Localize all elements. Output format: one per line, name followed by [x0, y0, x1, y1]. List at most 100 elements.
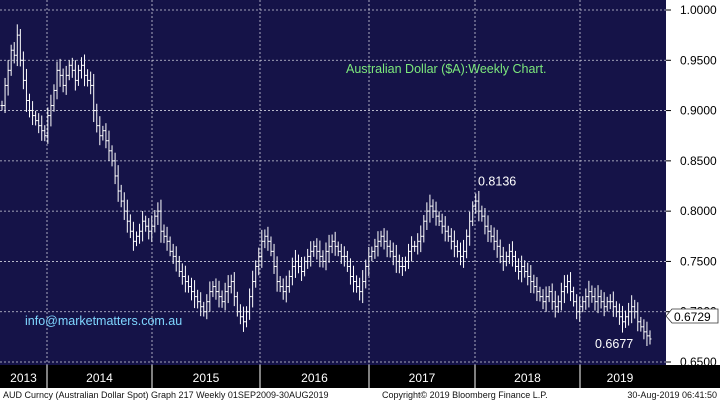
- x-axis-panel: [0, 365, 666, 388]
- ohlc-bar: [324, 242, 328, 271]
- ohlc-bar: [465, 229, 469, 259]
- ohlc-bar: [235, 291, 239, 317]
- y-tick-label: 0.9500: [680, 53, 717, 67]
- ohlc-bar: [614, 301, 618, 318]
- ohlc-bar: [272, 243, 276, 274]
- ohlc-bar: [223, 282, 227, 311]
- ohlc-bar: [523, 260, 527, 278]
- ohlc-bar: [352, 265, 356, 293]
- ohlc-bar: [171, 243, 175, 264]
- ohlc-bar: [238, 304, 242, 325]
- ohlc-bar: [498, 239, 502, 264]
- plot-area: [0, 0, 666, 365]
- ohlc-bar: [486, 215, 490, 243]
- ohlc-bar: [596, 285, 600, 314]
- ohlc-bar: [49, 94, 53, 127]
- ohlc-bar: [205, 294, 209, 320]
- ohlc-bar: [428, 194, 432, 223]
- ohlc-bar: [443, 216, 447, 242]
- ohlc-bar: [86, 69, 90, 87]
- ohlc-bar: [208, 281, 212, 312]
- ohlc-bar: [385, 230, 389, 258]
- footer-bar: [0, 388, 720, 402]
- footer-right: 30-Aug-2019 06:41:50: [627, 390, 717, 400]
- ohlc-bar: [440, 213, 444, 234]
- ohlc-bar: [281, 278, 285, 300]
- ohlc-bar: [141, 211, 145, 242]
- ohlc-bar: [263, 229, 267, 249]
- ohlc-bar: [52, 84, 56, 112]
- y-tick-label: 0.8500: [680, 154, 717, 168]
- ohlc-bar: [413, 240, 417, 252]
- ohlc-bar: [633, 299, 637, 319]
- ohlc-bar: [529, 265, 533, 294]
- ohlc-bar: [296, 254, 300, 274]
- ohlc-bar: [70, 57, 74, 78]
- ohlc-bar: [43, 125, 47, 142]
- y-tick-label: 0.9000: [680, 104, 717, 118]
- ohlc-bar: [458, 242, 462, 266]
- ohlc-bar: [608, 294, 612, 310]
- ohlc-bar: [116, 165, 120, 202]
- ohlc-bar: [617, 303, 621, 325]
- ohlc-bar: [241, 306, 245, 332]
- chart-title: Australian Dollar ($A):Weekly Chart.: [346, 62, 547, 76]
- ohlc-bar: [569, 272, 573, 302]
- ohlc-bar: [101, 125, 105, 141]
- ohlc-bar: [278, 276, 282, 293]
- ohlc-bar: [397, 254, 401, 274]
- ohlc-bar: [624, 310, 628, 328]
- ohlc-bar: [495, 229, 499, 258]
- ohlc-bar: [144, 215, 148, 232]
- ohlc-bar: [330, 234, 334, 254]
- ohlc-bar: [449, 228, 453, 250]
- ohlc-bar: [269, 236, 273, 257]
- ohlc-bar: [134, 231, 138, 247]
- ohlc-bar: [535, 277, 539, 302]
- ohlc-bar: [327, 234, 331, 263]
- ohlc-bar: [388, 240, 392, 258]
- ohlc-bar: [107, 130, 111, 161]
- ohlc-bar: [391, 242, 395, 266]
- ohlc-bar: [3, 77, 7, 114]
- ohlc-bar: [556, 295, 560, 313]
- ohlc-bar: [336, 241, 340, 257]
- ohlc-bar: [21, 51, 25, 90]
- ohlc-bar: [147, 218, 151, 240]
- ohlc-bar: [345, 250, 349, 272]
- x-tick-label: 2018: [514, 371, 541, 385]
- ohlc-bar: [642, 319, 646, 340]
- ohlc-bar: [376, 231, 380, 257]
- ohlc-bar: [79, 57, 83, 79]
- ohlc-bar: [648, 330, 652, 345]
- ohlc-bar: [31, 101, 35, 126]
- ohlc-bar: [9, 44, 13, 76]
- ohlc-bar: [416, 233, 420, 255]
- ohlc-bar: [46, 107, 50, 144]
- ohlc-bar: [257, 247, 261, 276]
- ohlc-bar: [6, 60, 10, 96]
- ohlc-bar: [394, 244, 398, 273]
- ohlc-bar: [620, 305, 624, 333]
- ohlc-bar: [177, 255, 181, 277]
- x-axis-ticks: 2013 2014 2015 2016 2017 2018 2019: [10, 365, 634, 388]
- ohlc-bar: [309, 241, 313, 267]
- ohlc-bar: [254, 260, 258, 288]
- ohlc-bar: [58, 58, 62, 87]
- ohlc-bar: [67, 60, 71, 81]
- y-axis-panel: [666, 0, 720, 365]
- last-price-label: 0.6729: [674, 310, 711, 324]
- ohlc-bar: [504, 251, 508, 267]
- ohlc-bar: [636, 302, 640, 332]
- ohlc-bar: [339, 243, 343, 264]
- ohlc-bar: [578, 296, 582, 322]
- ohlc-bar: [15, 24, 19, 67]
- ohlc-bar: [104, 123, 108, 149]
- ohlc-bar: [83, 54, 87, 87]
- ohlc-bar: [37, 113, 41, 134]
- ohlc-bar: [541, 289, 545, 310]
- ohlc-bar: [492, 227, 496, 251]
- ohlc-bar: [168, 236, 172, 257]
- ohlc-bar: [125, 199, 129, 233]
- ohlc-bar: [434, 201, 438, 226]
